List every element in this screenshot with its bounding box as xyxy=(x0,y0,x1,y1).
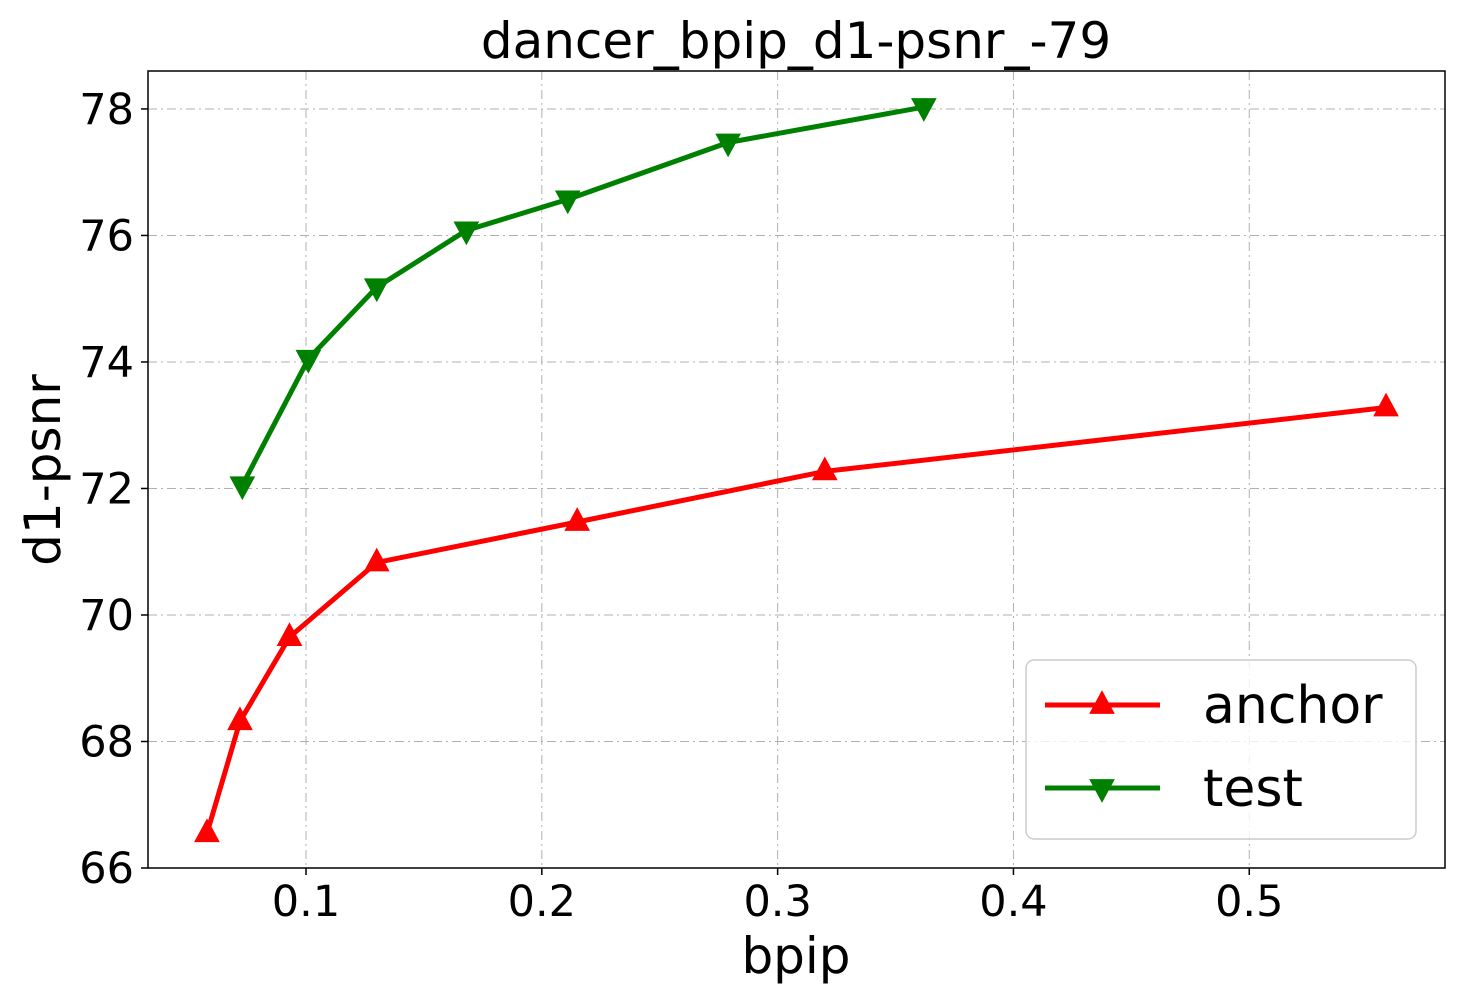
data-point-test xyxy=(295,349,322,374)
series-anchor xyxy=(194,392,1399,843)
y-tick-label: 70 xyxy=(79,591,134,641)
data-point-test xyxy=(453,221,480,246)
data-point-anchor xyxy=(194,818,220,843)
x-tick-label: 0.3 xyxy=(743,877,811,927)
data-point-test xyxy=(554,190,581,215)
data-point-anchor xyxy=(1373,392,1399,417)
ticks: 0.1 0.2 0.3 0.4 0.5 66 68 70 72 74 76 78 xyxy=(79,85,1283,927)
legend-marker xyxy=(1089,779,1115,803)
y-tick-label: 68 xyxy=(79,717,134,767)
legend-item-anchor: anchor xyxy=(1045,676,1383,736)
data-point-anchor xyxy=(276,622,303,647)
data-point-anchor xyxy=(564,507,591,531)
y-tick-label: 78 xyxy=(79,85,134,135)
x-tick-label: 0.4 xyxy=(979,877,1047,927)
x-axis-label: bpip xyxy=(741,927,850,985)
y-tick-label: 66 xyxy=(79,844,134,894)
data-point-anchor xyxy=(811,456,838,481)
y-axis-label: d1-psnr xyxy=(14,374,72,566)
data-point-test xyxy=(715,133,741,158)
series-layer xyxy=(194,98,1399,843)
grid xyxy=(148,71,1445,869)
chart-title: dancer_bpip_d1-psnr_-79 xyxy=(481,12,1111,70)
x-tick-label: 0.5 xyxy=(1215,877,1283,927)
x-tick-label: 0.1 xyxy=(272,877,340,927)
data-point-anchor xyxy=(227,706,253,731)
y-tick-label: 74 xyxy=(79,338,134,388)
legend-label: anchor xyxy=(1203,676,1383,736)
data-point-test xyxy=(229,476,256,501)
legend-marker xyxy=(1089,690,1115,714)
legend: anchor test xyxy=(1025,659,1417,840)
series-test xyxy=(229,98,937,501)
x-tick-label: 0.2 xyxy=(508,877,576,927)
legend-label: test xyxy=(1203,759,1303,819)
series-line-test xyxy=(240,104,925,487)
y-tick-label: 76 xyxy=(79,211,134,261)
data-point-test xyxy=(363,278,390,303)
legend-item-test: test xyxy=(1045,759,1303,819)
data-point-anchor xyxy=(363,547,390,572)
data-point-test xyxy=(911,98,937,122)
y-tick-label: 72 xyxy=(79,464,134,514)
plot-frame xyxy=(147,70,1446,869)
